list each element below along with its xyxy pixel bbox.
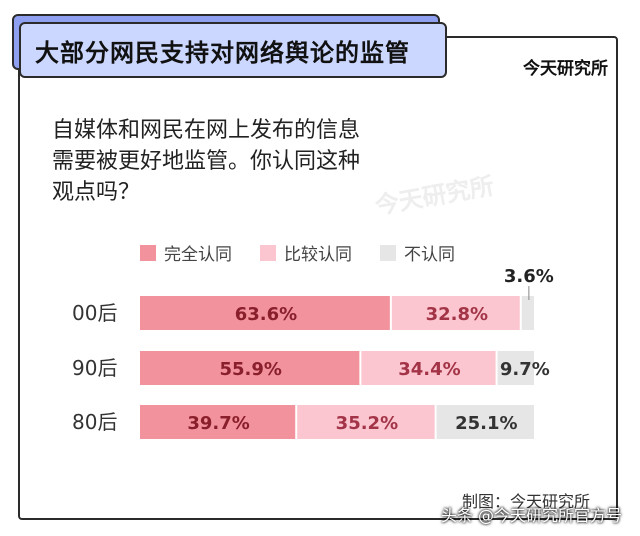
bar-segment: [521, 296, 534, 330]
legend-item-full: 完全认同: [140, 240, 232, 265]
category-label: 00后: [72, 301, 117, 325]
bar-segment: [497, 351, 534, 385]
bar-segment: [436, 405, 534, 439]
title-banner: 大部分网民支持对网络舆论的监管: [12, 14, 447, 78]
legend-label-full: 完全认同: [164, 245, 232, 265]
data-label: 25.1%: [455, 413, 517, 434]
brand-label: 今天研究所: [523, 59, 608, 79]
legend-swatch-none: [380, 244, 396, 261]
legend-item-partial: 比较认同: [260, 240, 352, 265]
question-text: 自媒体和网民在网上发布的信息 需要被更好地监管。你认同这种 观点吗？: [52, 115, 472, 208]
legend-item-none: 不认同: [380, 240, 455, 265]
bar-segment: [361, 351, 496, 385]
data-label: 34.4%: [398, 359, 460, 380]
question-line: 自媒体和网民在网上发布的信息: [52, 118, 361, 143]
question-line: 需要被更好地监管。你认同这种: [52, 149, 361, 174]
bar-segment: [140, 405, 296, 439]
bar-segment: [391, 296, 520, 330]
question-line: 观点吗？: [52, 180, 141, 205]
data-label: 35.2%: [336, 413, 398, 434]
data-label: 32.8%: [426, 304, 488, 325]
data-label: 3.6%: [504, 266, 554, 287]
title-box: 大部分网民支持对网络舆论的监管: [19, 22, 447, 78]
chart-card: [18, 36, 618, 520]
bar-segment: [140, 351, 360, 385]
category-label: 80后: [72, 410, 117, 434]
data-label: 63.6%: [235, 304, 297, 325]
bar-segment: [140, 296, 390, 330]
credit-text: 制图：今天研究所: [462, 492, 591, 511]
category-label: 90后: [72, 356, 117, 380]
data-label: 55.9%: [219, 359, 281, 380]
bar-segment: [297, 405, 435, 439]
legend-label-partial: 比较认同: [284, 245, 352, 265]
legend-swatch-full: [140, 244, 156, 261]
footer-watermark: 头条 @今天研究所官方号: [440, 506, 622, 525]
data-label: 9.7%: [500, 359, 550, 380]
data-label: 39.7%: [187, 413, 249, 434]
legend: 完全认同 比较认同 不认同: [140, 240, 455, 265]
page-title: 大部分网民支持对网络舆论的监管: [35, 38, 410, 67]
legend-label-none: 不认同: [404, 245, 455, 265]
legend-swatch-partial: [260, 244, 276, 261]
